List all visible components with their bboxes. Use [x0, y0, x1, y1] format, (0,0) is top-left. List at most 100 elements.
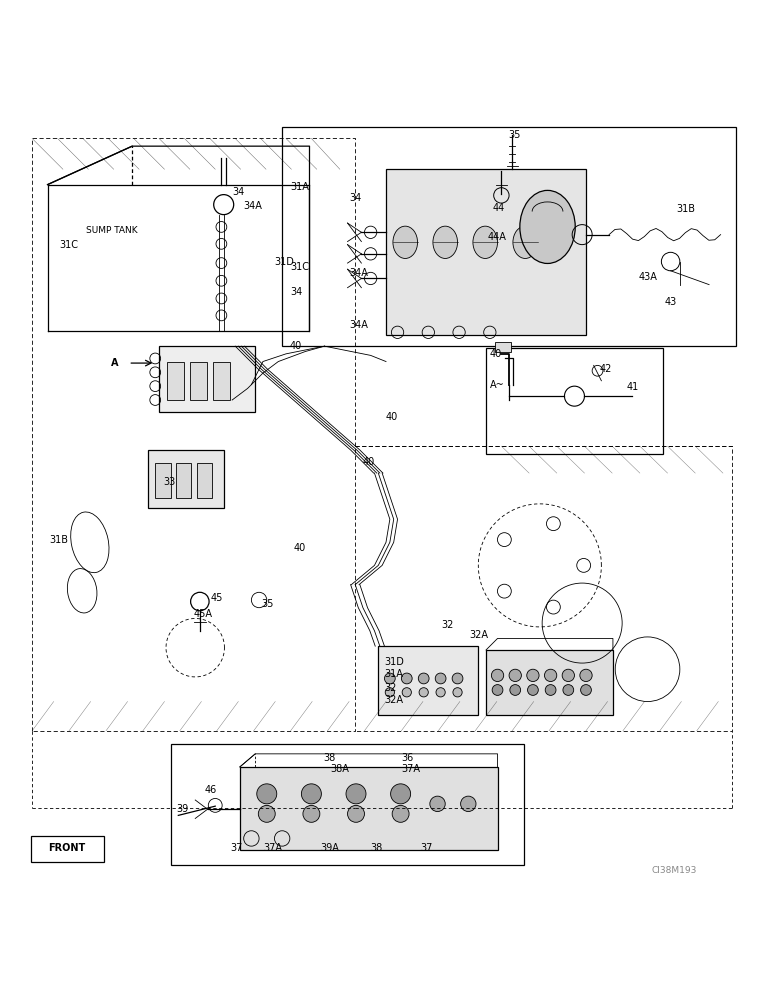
- Bar: [147, 450, 225, 508]
- Bar: [495, 342, 510, 352]
- Circle shape: [452, 673, 463, 684]
- Text: 31D: 31D: [384, 657, 405, 667]
- Text: 38: 38: [323, 753, 335, 763]
- Text: 46: 46: [205, 785, 217, 795]
- Text: 35: 35: [508, 130, 520, 140]
- Text: 36: 36: [401, 753, 414, 763]
- Circle shape: [257, 784, 277, 804]
- Text: 32: 32: [442, 620, 454, 630]
- Text: 44A: 44A: [488, 232, 506, 242]
- Text: CI38M193: CI38M193: [652, 866, 697, 875]
- Text: 44: 44: [493, 203, 504, 213]
- Text: 40: 40: [290, 341, 302, 351]
- Circle shape: [461, 796, 476, 812]
- Circle shape: [510, 685, 520, 695]
- Circle shape: [402, 688, 411, 697]
- Text: 45: 45: [211, 593, 223, 603]
- Circle shape: [527, 685, 538, 695]
- Bar: [176, 463, 191, 498]
- Text: 31B: 31B: [49, 535, 68, 545]
- Text: 39: 39: [177, 804, 189, 814]
- Circle shape: [581, 685, 591, 695]
- Text: 34A: 34A: [349, 268, 368, 278]
- Text: 40: 40: [490, 349, 502, 359]
- Text: 31C: 31C: [290, 262, 309, 272]
- Circle shape: [391, 784, 411, 804]
- Bar: [31, 836, 103, 862]
- Text: 31A: 31A: [290, 182, 309, 192]
- Circle shape: [401, 673, 412, 684]
- Text: 34: 34: [290, 287, 302, 297]
- Text: 33: 33: [163, 477, 175, 487]
- Text: 40: 40: [293, 543, 306, 553]
- Bar: [213, 362, 230, 400]
- Circle shape: [544, 669, 557, 682]
- Circle shape: [259, 805, 276, 822]
- Text: 39A: 39A: [320, 843, 340, 853]
- Text: 32A: 32A: [384, 695, 404, 705]
- Text: 38A: 38A: [330, 764, 349, 774]
- Text: 43A: 43A: [638, 272, 657, 282]
- Circle shape: [436, 688, 445, 697]
- Text: 38: 38: [371, 843, 383, 853]
- Text: 34: 34: [349, 193, 361, 203]
- Circle shape: [493, 685, 503, 695]
- Text: 32A: 32A: [469, 630, 488, 640]
- Circle shape: [419, 688, 428, 697]
- Text: 34: 34: [232, 187, 245, 197]
- Text: 37: 37: [231, 843, 243, 853]
- Text: 31B: 31B: [677, 204, 696, 214]
- Text: 34A: 34A: [349, 320, 368, 330]
- Circle shape: [562, 669, 574, 682]
- Text: 37A: 37A: [263, 843, 282, 853]
- Circle shape: [384, 673, 395, 684]
- Circle shape: [303, 805, 320, 822]
- Circle shape: [346, 784, 366, 804]
- Ellipse shape: [520, 190, 575, 263]
- Ellipse shape: [393, 226, 418, 258]
- Circle shape: [580, 669, 592, 682]
- Text: A~: A~: [490, 380, 505, 390]
- Text: 43: 43: [665, 297, 677, 307]
- Bar: [486, 348, 663, 454]
- Circle shape: [301, 784, 321, 804]
- Bar: [155, 463, 171, 498]
- Text: 40: 40: [386, 412, 398, 422]
- Bar: [159, 346, 256, 412]
- Circle shape: [430, 796, 445, 812]
- Circle shape: [453, 688, 462, 697]
- Text: A: A: [111, 358, 118, 368]
- Bar: [486, 650, 613, 715]
- Text: 42: 42: [600, 364, 612, 374]
- Bar: [167, 362, 184, 400]
- Text: 37: 37: [421, 843, 433, 853]
- Circle shape: [527, 669, 539, 682]
- Circle shape: [492, 669, 503, 682]
- Bar: [378, 646, 479, 715]
- Ellipse shape: [513, 226, 537, 258]
- Text: 32: 32: [384, 683, 397, 693]
- Circle shape: [418, 673, 429, 684]
- Circle shape: [509, 669, 521, 682]
- Text: FRONT: FRONT: [48, 843, 86, 853]
- Bar: [197, 463, 212, 498]
- Circle shape: [435, 673, 446, 684]
- Circle shape: [347, 805, 364, 822]
- Text: 45A: 45A: [194, 609, 213, 619]
- Bar: [171, 744, 524, 865]
- Text: 40: 40: [363, 457, 375, 467]
- Text: SUMP TANK: SUMP TANK: [86, 226, 137, 235]
- Text: 34A: 34A: [244, 201, 262, 211]
- Bar: [240, 767, 497, 850]
- Bar: [190, 362, 207, 400]
- Circle shape: [385, 688, 394, 697]
- Text: 31C: 31C: [59, 240, 78, 250]
- Circle shape: [563, 685, 574, 695]
- Ellipse shape: [433, 226, 458, 258]
- Text: 35: 35: [262, 599, 274, 609]
- Circle shape: [392, 805, 409, 822]
- Text: 31A: 31A: [384, 669, 403, 679]
- Text: 37A: 37A: [401, 764, 421, 774]
- Ellipse shape: [473, 226, 497, 258]
- Bar: [386, 169, 586, 335]
